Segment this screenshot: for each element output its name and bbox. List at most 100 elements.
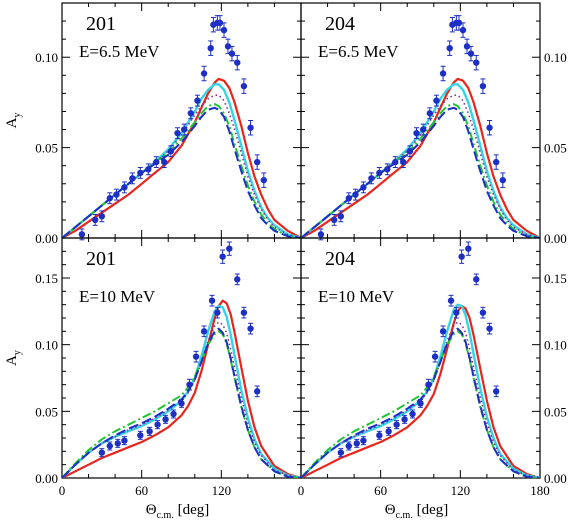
panel-2: 0.00 0.05 0.10 204 E=6.5 MeV [300,2,567,246]
data-point [337,449,345,456]
data-point [253,388,261,395]
series-line-green-dashdot [301,103,540,238]
y-tick-label: 0.10 [544,50,567,65]
data-point [260,176,268,184]
data-point [337,213,345,220]
data-point [425,381,432,388]
data-point [453,309,460,316]
data-point [406,148,414,155]
data-point [240,309,248,316]
energy-label: E=6.5 MeV [318,42,399,61]
x-tick-label: 120 [212,483,232,498]
x-tick-label: 60 [374,483,387,498]
data-point [145,166,152,173]
data-point [219,253,226,260]
series-line-blue-dashed [301,327,540,478]
data-point [200,328,208,335]
x-tick-label: 120 [451,483,471,498]
curves [62,77,301,238]
y-tick-label: 0.10 [544,338,567,353]
x-tick-label: 180 [530,483,550,498]
data-point [439,328,447,335]
data-point [186,381,193,388]
data-point [419,126,427,133]
data-point [317,231,325,238]
data-point [417,400,424,407]
series-line-green-dashdot [62,103,301,238]
data-point [106,442,114,450]
data-points [78,15,268,241]
data-point [486,124,493,131]
data-point [353,440,360,447]
panel-label: 204 [325,248,355,270]
y-tick-label: 0.15 [35,271,58,286]
data-points [98,241,261,458]
data-point [129,175,136,182]
data-point [385,428,392,435]
panel-label: 204 [325,13,355,35]
data-point [161,158,168,166]
data-point [463,43,471,50]
data-point [247,325,254,332]
series-line-dotted [62,321,301,478]
data-point [137,432,144,439]
data-point [409,410,416,418]
x-axis-title: Θc.m. [deg] [385,502,448,521]
x-axis-title: Θc.m. [deg] [146,502,209,521]
data-point [439,70,447,77]
data-point [330,216,338,224]
data-point [345,442,352,450]
panel-label: 201 [86,13,116,35]
data-point [473,276,480,283]
data-point [146,428,153,435]
data-point [137,169,144,177]
data-point [240,82,248,90]
data-point [220,26,228,34]
data-point [224,43,232,50]
panel-label: 201 [86,248,116,270]
series-line-red-solid [62,299,301,478]
data-point [492,388,500,395]
series-line-dotted [301,321,540,478]
data-point [352,191,359,198]
y-tick-label: 0.10 [35,338,58,353]
data-point [247,124,254,131]
y-tick-label: 0.05 [544,404,567,419]
panel-4: 0.00 0.05 0.10 0.15 0 60 120 180 Θc.m. [deg] 204 E… [298,237,567,521]
data-point [162,416,169,423]
data-point [200,70,208,77]
x-tick-label: 0 [59,483,66,498]
x-tick-label: 60 [135,483,148,498]
data-point [214,309,221,316]
data-point [121,184,128,191]
y-tick-label: 0.00 [35,471,58,486]
plot-frame [61,237,302,479]
data-point [98,213,106,220]
data-point [187,110,194,117]
data-point [253,158,261,166]
energy-label: E=10 MeV [318,287,395,306]
data-point [98,449,106,456]
data-point [114,440,121,447]
series-line-red-solid [301,304,540,478]
data-point [400,158,407,166]
data-point [401,416,408,423]
y-tick-label: 0.00 [35,231,58,246]
data-point [376,169,383,177]
data-point [234,276,241,283]
data-point [486,325,493,332]
data-point [479,309,487,316]
data-point [384,166,391,173]
curves [301,77,540,238]
data-point [479,82,487,90]
plot-frame [300,237,541,479]
data-point [392,158,399,166]
data-point [446,44,453,52]
data-point [207,44,214,52]
data-point [106,195,114,202]
data-point [194,97,201,104]
y-tick-label: 0.05 [35,141,58,156]
data-point [170,410,177,418]
